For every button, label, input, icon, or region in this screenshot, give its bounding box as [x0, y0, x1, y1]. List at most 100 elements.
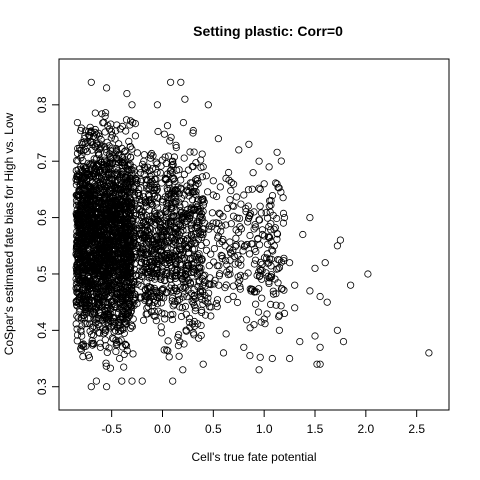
data-point: [252, 288, 260, 296]
data-point: [91, 166, 99, 174]
data-point: [197, 285, 205, 293]
data-point: [93, 211, 101, 219]
data-point: [178, 215, 186, 223]
data-point: [158, 179, 166, 187]
data-point: [188, 260, 196, 268]
data-point: [221, 283, 229, 292]
data-point: [75, 263, 83, 272]
data-point: [172, 258, 180, 266]
data-point: [159, 286, 167, 295]
data-point: [277, 188, 285, 196]
data-point: [109, 154, 117, 162]
data-point: [88, 254, 96, 262]
data-point: [131, 132, 139, 140]
data-point: [96, 322, 104, 330]
data-point: [106, 163, 114, 171]
data-point: [112, 336, 120, 344]
data-point: [87, 78, 95, 86]
data-point: [275, 312, 283, 321]
data-point: [255, 366, 263, 374]
data-point: [274, 183, 282, 192]
data-point: [236, 285, 244, 293]
data-point: [100, 295, 108, 303]
data-point: [198, 255, 206, 264]
data-point: [89, 141, 97, 149]
data-point: [128, 303, 136, 312]
data-point: [136, 169, 145, 177]
data-point: [81, 132, 89, 140]
data-point: [209, 219, 217, 227]
data-point: [83, 309, 91, 317]
data-point: [107, 301, 115, 309]
data-point: [163, 251, 171, 259]
data-point: [177, 312, 186, 321]
data-point: [81, 145, 89, 153]
data-point: [122, 342, 131, 350]
data-point: [183, 182, 191, 190]
data-point: [114, 276, 123, 284]
data-point: [87, 193, 96, 201]
data-point: [131, 200, 139, 208]
data-point: [121, 184, 129, 192]
data-point: [174, 183, 182, 191]
data-point: [198, 255, 206, 263]
data-point: [107, 322, 115, 330]
data-point: [123, 167, 132, 175]
data-point: [161, 208, 169, 216]
data-point: [275, 326, 283, 334]
data-point: [209, 191, 217, 199]
data-point: [215, 262, 223, 270]
data-point: [164, 194, 172, 202]
data-point: [83, 209, 92, 217]
data-point: [96, 343, 105, 351]
data-point: [73, 325, 81, 333]
data-point: [140, 265, 148, 274]
data-point: [99, 256, 107, 264]
data-point: [77, 163, 85, 171]
data-point: [166, 191, 174, 199]
data-point: [316, 360, 324, 368]
data-point: [226, 245, 234, 253]
data-point: [171, 297, 179, 305]
data-point: [250, 321, 258, 329]
data-point: [256, 272, 264, 280]
data-point: [130, 253, 138, 261]
data-point: [146, 154, 155, 162]
data-point: [313, 360, 321, 368]
data-point: [306, 214, 314, 222]
data-point: [255, 241, 264, 249]
data-point: [143, 265, 151, 273]
data-point: [167, 133, 175, 141]
data-point: [246, 250, 254, 258]
data-point: [164, 202, 172, 210]
data-point: [142, 181, 150, 189]
data-point: [199, 163, 207, 171]
y-tick-label: 0.4: [35, 322, 49, 339]
data-point: [149, 152, 157, 160]
data-point: [163, 122, 172, 130]
data-point: [167, 78, 175, 86]
data-point: [127, 189, 135, 197]
data-point: [268, 246, 276, 254]
data-point: [225, 168, 233, 177]
data-point: [188, 220, 196, 228]
data-point: [102, 362, 110, 370]
data-point: [92, 324, 101, 332]
data-point: [100, 161, 108, 169]
data-point: [255, 216, 263, 224]
data-point: [113, 289, 121, 298]
data-point: [190, 331, 198, 339]
data-point: [225, 176, 233, 184]
data-point: [175, 352, 183, 360]
data-point: [285, 354, 294, 363]
data-point: [122, 116, 131, 124]
x-tick-label: 1.5: [307, 422, 324, 436]
data-point: [187, 231, 195, 239]
data-point: [190, 206, 198, 214]
data-point: [79, 269, 87, 277]
data-point: [138, 160, 147, 168]
data-point: [250, 225, 258, 233]
data-point: [95, 284, 104, 293]
data-point: [245, 214, 253, 222]
